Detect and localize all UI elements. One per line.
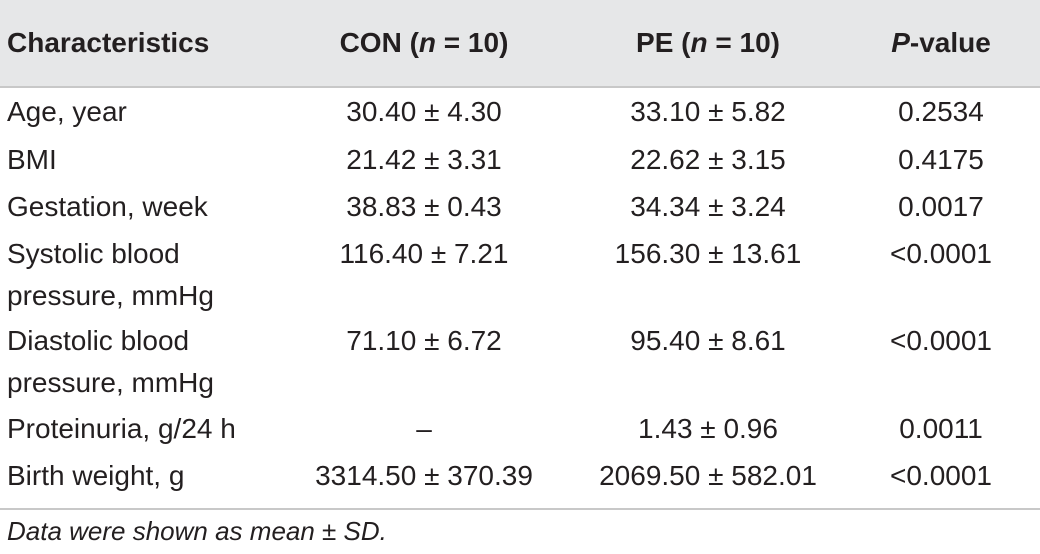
header-p-suffix: -value — [909, 27, 991, 58]
row-label-line1: Diastolic blood — [7, 325, 190, 356]
table-footnote: Data were shown as mean ± SD. — [7, 516, 387, 546]
row-p-value: 0.0017 — [898, 191, 984, 222]
row-label: Gestation, week — [7, 191, 208, 222]
header-con-n: n — [418, 27, 437, 58]
row-p-value: 0.2534 — [898, 96, 984, 127]
row-con-value: – — [416, 413, 432, 444]
row-label-line2: pressure, mmHg — [7, 280, 214, 311]
header-con: CON (n = 10) — [300, 24, 548, 62]
row-label: Proteinuria, g/24 h — [7, 413, 236, 444]
row-label: Age, year — [7, 96, 127, 127]
row-pe-value: 156.30 ± 13.61 — [614, 238, 802, 269]
header-pe: PE (n = 10) — [584, 24, 832, 62]
row-p-value: <0.0001 — [890, 325, 992, 356]
row-con-value: 30.40 ± 4.30 — [346, 96, 502, 127]
footer-rule — [0, 508, 1040, 510]
row-pe-value: 95.40 ± 8.61 — [630, 325, 786, 356]
row-con-value: 38.83 ± 0.43 — [346, 191, 502, 222]
row-pe-value: 34.34 ± 3.24 — [630, 191, 786, 222]
header-pe-prefix: PE ( — [636, 27, 691, 58]
row-p-value: <0.0001 — [890, 460, 992, 491]
row-pe-value: 22.62 ± 3.15 — [630, 144, 786, 175]
header-p-italic: P — [891, 27, 910, 58]
row-label: Birth weight, g — [7, 460, 185, 491]
header-characteristics: Characteristics — [7, 27, 210, 58]
row-p-value: <0.0001 — [890, 238, 992, 269]
header-p-value: P-value — [846, 24, 1036, 62]
row-con-value: 116.40 ± 7.21 — [339, 238, 509, 269]
header-con-suffix: = 10) — [436, 27, 509, 58]
header-rule — [0, 86, 1040, 88]
row-label-line2: pressure, mmHg — [7, 367, 214, 398]
row-con-value: 3314.50 ± 370.39 — [315, 460, 533, 491]
header-con-prefix: CON ( — [339, 27, 419, 58]
header-pe-n: n — [690, 27, 708, 58]
row-p-value: 0.4175 — [898, 144, 984, 175]
row-pe-value: 1.43 ± 0.96 — [638, 413, 778, 444]
table-header-background — [0, 0, 1040, 86]
row-p-value: 0.0011 — [899, 413, 983, 444]
header-pe-suffix: = 10) — [707, 27, 780, 58]
row-label-line1: Systolic blood — [7, 238, 180, 269]
row-label: BMI — [7, 144, 57, 175]
row-con-value: 21.42 ± 3.31 — [346, 144, 502, 175]
row-pe-value: 2069.50 ± 582.01 — [599, 460, 817, 491]
row-con-value: 71.10 ± 6.72 — [346, 325, 502, 356]
row-pe-value: 33.10 ± 5.82 — [630, 96, 786, 127]
